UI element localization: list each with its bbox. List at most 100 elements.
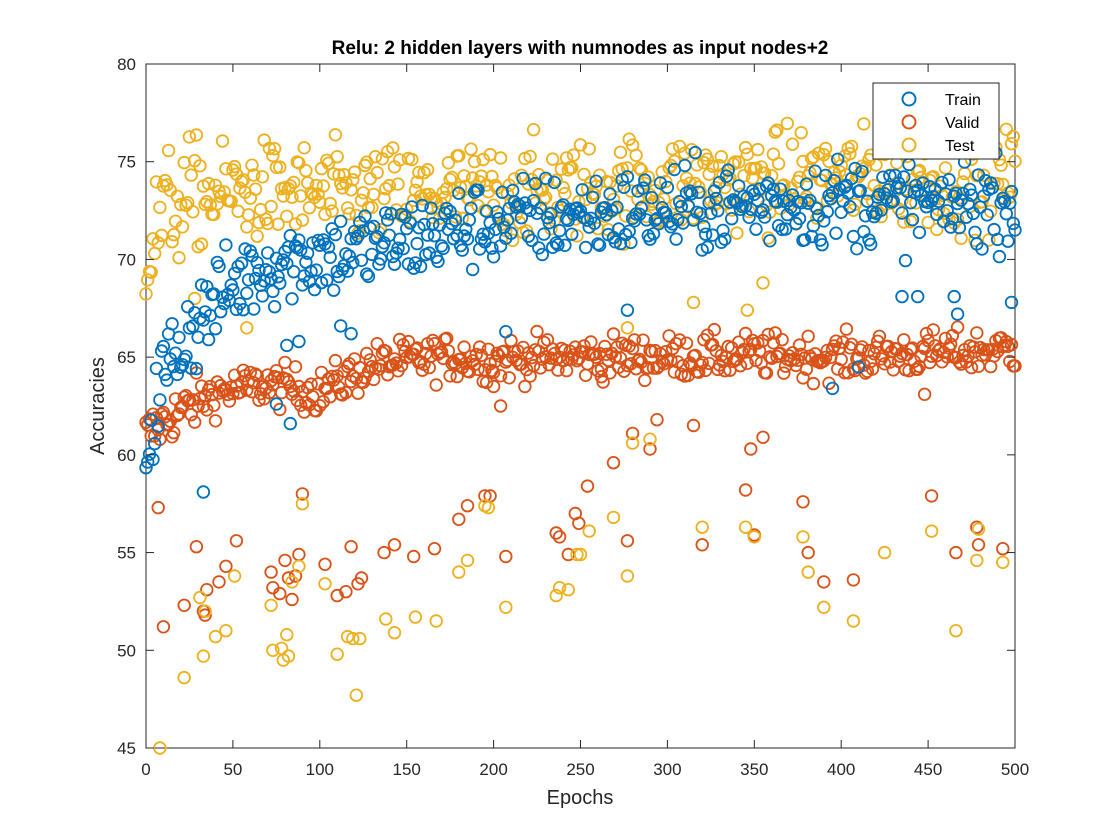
test-point: [921, 215, 935, 230]
test-point: [457, 169, 471, 183]
test-point: [224, 194, 238, 209]
train-point: [318, 237, 332, 251]
train-point: [379, 206, 393, 220]
test-point: [846, 614, 861, 628]
train-point: [732, 179, 746, 193]
train-point: [660, 180, 675, 195]
valid-point: [229, 534, 244, 548]
train-point: [586, 190, 600, 205]
train-point: [280, 338, 294, 353]
y-tick-label: 80: [117, 55, 136, 74]
test-point: [738, 520, 753, 534]
test-point: [577, 167, 591, 182]
train-point: [692, 185, 706, 200]
valid-point: [572, 516, 586, 531]
test-point: [271, 217, 285, 231]
train-point: [174, 360, 188, 374]
legend-marker-test: [901, 137, 917, 153]
train-point: [213, 305, 228, 319]
train-point: [271, 270, 285, 284]
test-point: [382, 178, 397, 193]
valid-point: [440, 331, 454, 346]
valid-point: [877, 357, 892, 371]
test-point: [664, 158, 678, 173]
train-point: [817, 214, 831, 228]
train-point: [888, 168, 902, 183]
valid-point: [415, 363, 430, 377]
test-point: [659, 174, 673, 189]
train-point: [950, 307, 965, 321]
valid-point: [641, 361, 656, 375]
test-point: [264, 598, 278, 613]
y-tick-label: 45: [117, 739, 136, 758]
test-point: [140, 273, 155, 287]
test-point: [327, 167, 341, 181]
train-point: [434, 239, 449, 253]
train-point: [638, 173, 652, 187]
test-point: [975, 195, 989, 209]
train-point: [207, 287, 221, 301]
test-point: [695, 520, 709, 534]
valid-point: [970, 326, 984, 340]
train-point: [806, 219, 821, 233]
valid-point: [625, 426, 640, 441]
valid-point: [493, 369, 508, 383]
train-point: [634, 201, 649, 215]
test-point: [139, 287, 153, 301]
train-point: [528, 176, 543, 191]
valid-point: [222, 394, 237, 408]
train-point: [415, 198, 430, 213]
train-point: [285, 292, 299, 306]
train-point: [938, 187, 953, 201]
test-point: [170, 189, 185, 204]
test-point: [365, 200, 379, 215]
train-point: [742, 210, 756, 225]
valid-point: [318, 557, 332, 572]
valid-point: [636, 333, 650, 347]
test-point: [620, 569, 635, 583]
axis-ticks: 0 50 100 150 200 250 300 350 400 450 500 45 50 55 60 65…: [117, 55, 1029, 779]
test-point: [756, 276, 770, 290]
test-point: [370, 165, 384, 180]
train-point: [361, 269, 376, 284]
train-point: [639, 213, 654, 227]
train-point: [944, 220, 958, 234]
valid-point: [738, 483, 753, 497]
x-tick-label: 450: [914, 760, 942, 779]
train-point: [794, 195, 808, 210]
train-point: [911, 289, 925, 304]
train-point: [723, 195, 737, 209]
test-point: [705, 159, 720, 173]
train-point: [445, 216, 459, 231]
train-point: [266, 284, 280, 299]
train-point: [980, 208, 994, 222]
test-point: [506, 233, 520, 248]
valid-point: [768, 326, 782, 340]
valid-point: [189, 540, 204, 554]
y-tick-label: 70: [117, 250, 136, 269]
train-point: [589, 174, 603, 188]
train-point: [686, 213, 701, 227]
valid-point: [897, 333, 911, 347]
x-tick-label: 250: [566, 760, 594, 779]
train-point: [547, 175, 562, 190]
valid-point: [796, 371, 810, 385]
train-point: [294, 243, 308, 257]
test-point: [252, 215, 266, 230]
train-point: [855, 164, 869, 179]
train-point: [700, 240, 715, 254]
valid-point: [796, 495, 810, 509]
train-point: [292, 334, 306, 349]
test-point: [344, 183, 358, 197]
valid-point: [486, 379, 501, 394]
valid-point: [855, 340, 869, 354]
test-point: [570, 547, 584, 562]
train-point: [554, 200, 569, 214]
valid-point: [775, 333, 789, 347]
test-point: [325, 204, 339, 218]
train-point: [189, 361, 204, 376]
test-point: [561, 583, 576, 597]
train-point: [147, 436, 162, 451]
y-tick-label: 75: [117, 153, 136, 172]
